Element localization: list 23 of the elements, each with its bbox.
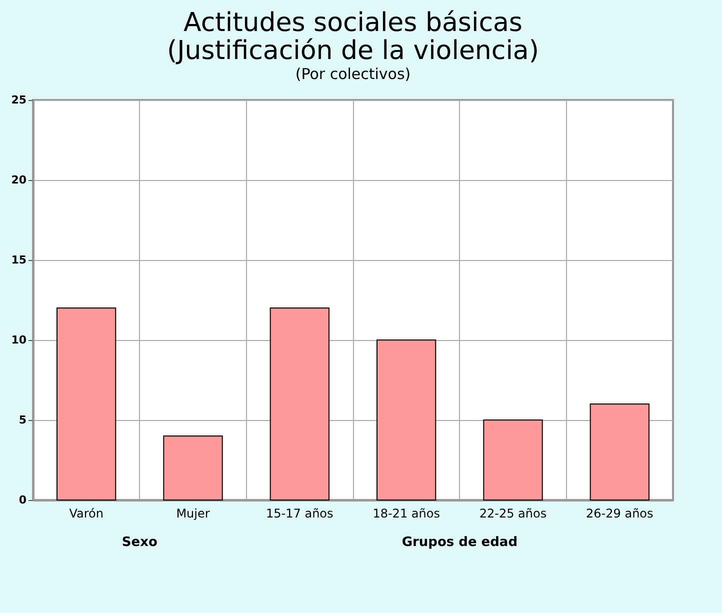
x-tick-label: 26-29 años xyxy=(586,506,654,520)
bar xyxy=(590,404,650,500)
bar xyxy=(163,436,223,500)
y-tick-label: 0 xyxy=(18,494,27,506)
bar xyxy=(376,340,436,500)
text: Sexo xyxy=(122,535,158,550)
x-tick-label: Mujer xyxy=(176,506,210,520)
y-tick-label: 25 xyxy=(11,94,26,106)
x-tick-label: 18-21 años xyxy=(372,506,440,520)
bar xyxy=(270,308,330,500)
x-tick-label: 15-17 años xyxy=(266,506,334,520)
text: Grupos de edad xyxy=(402,535,518,550)
x-tick-label: Varón xyxy=(69,506,104,520)
chart-subtitle: (Por colectivos) xyxy=(295,65,411,83)
text: Actitudes sociales básicas xyxy=(184,8,522,38)
y-tick-label: 20 xyxy=(11,174,27,186)
x-tick-label: 22-25 años xyxy=(479,506,547,520)
y-tick-label: 10 xyxy=(11,334,27,346)
y-tick-label: 5 xyxy=(18,414,26,426)
y-tick-label: 15 xyxy=(11,254,26,266)
bar xyxy=(56,308,116,500)
text: (Justificación de la violencia) xyxy=(166,36,540,66)
bar xyxy=(483,420,543,500)
